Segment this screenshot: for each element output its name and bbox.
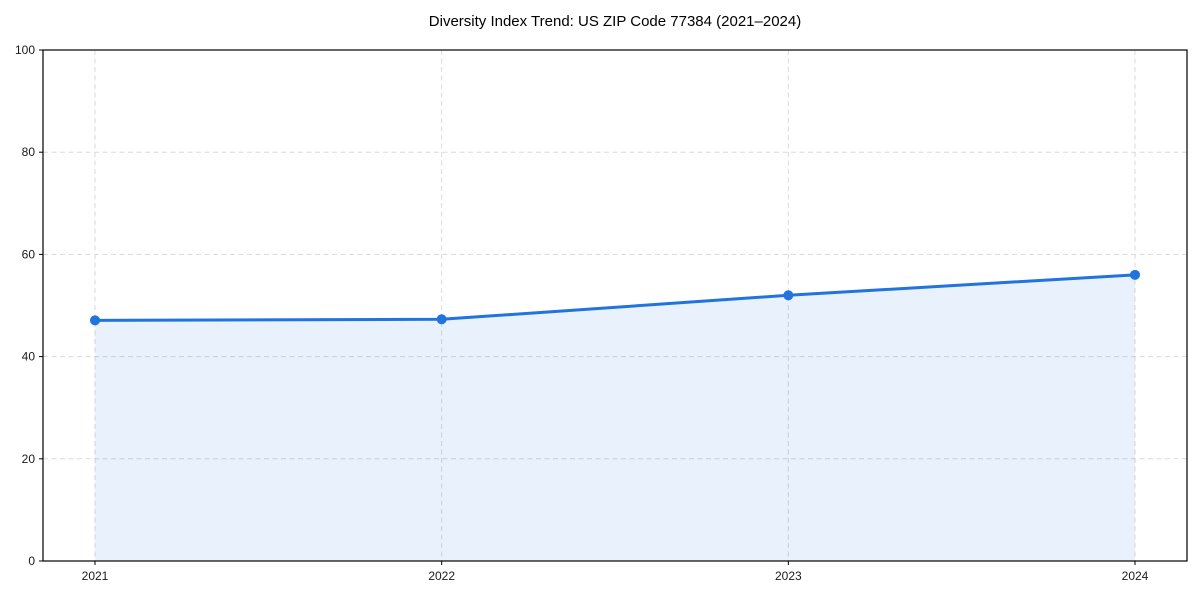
data-point-2021 [90,315,100,326]
y-tick-label: 20 [22,452,36,466]
x-tick-label: 2022 [428,569,455,583]
data-point-2024 [1130,269,1140,280]
axes-frame [42,49,1188,562]
y-tick-label: 80 [22,145,36,159]
data-point-2023 [783,290,794,301]
chart-title: Diversity Index Trend: US ZIP Code 77384… [428,13,802,30]
ticks-layer: 0 20 40 60 80 100 2021 2022 2023 2024 [15,43,1149,583]
x-tick-label: 2023 [775,569,802,583]
y-tick-label: 60 [22,247,36,261]
y-tick-label: 40 [22,350,36,364]
x-tick-label: 2021 [82,569,109,583]
grid-layer [43,50,1187,561]
data-point-2022 [436,314,447,325]
y-tick-label: 100 [15,43,35,57]
axes-layer [42,49,1188,562]
trend-line [93,273,1137,322]
y-tick-label: 0 [28,554,35,568]
series-layer [90,269,1140,561]
x-tick-label: 2024 [1122,569,1149,583]
area-fill [95,274,1135,561]
